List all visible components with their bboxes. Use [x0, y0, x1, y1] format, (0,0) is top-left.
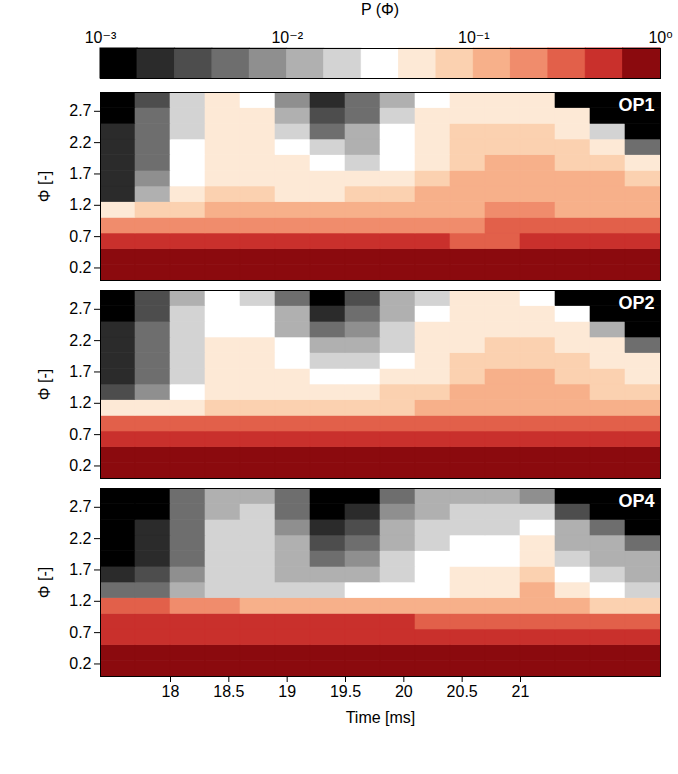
svg-text:2.7: 2.7: [69, 300, 91, 317]
svg-text:10⁻¹: 10⁻¹: [458, 29, 490, 46]
svg-text:19.5: 19.5: [330, 683, 361, 700]
svg-text:1.7: 1.7: [69, 165, 91, 182]
svg-text:2.7: 2.7: [69, 498, 91, 515]
svg-text:10⁻³: 10⁻³: [85, 29, 117, 46]
svg-text:20: 20: [395, 683, 413, 700]
svg-text:0.2: 0.2: [69, 655, 91, 672]
svg-text:18.5: 18.5: [213, 683, 244, 700]
svg-text:0.2: 0.2: [69, 457, 91, 474]
svg-text:2.2: 2.2: [69, 530, 91, 547]
svg-text:21: 21: [512, 683, 530, 700]
svg-text:OP4: OP4: [618, 491, 654, 511]
svg-text:2.2: 2.2: [69, 134, 91, 151]
svg-text:1.2: 1.2: [69, 196, 91, 213]
svg-text:1.7: 1.7: [69, 561, 91, 578]
svg-text:2.2: 2.2: [69, 332, 91, 349]
svg-text:Φ [-]: Φ [-]: [36, 171, 53, 202]
svg-text:20.5: 20.5: [447, 683, 478, 700]
svg-text:19: 19: [278, 683, 296, 700]
svg-text:10⁻²: 10⁻²: [271, 29, 303, 46]
svg-text:10⁰: 10⁰: [648, 29, 672, 46]
svg-text:0.7: 0.7: [69, 426, 91, 443]
svg-text:18: 18: [162, 683, 180, 700]
svg-text:1.7: 1.7: [69, 363, 91, 380]
svg-text:0.7: 0.7: [69, 624, 91, 641]
svg-text:0.7: 0.7: [69, 228, 91, 245]
svg-text:1.2: 1.2: [69, 394, 91, 411]
svg-text:2.7: 2.7: [69, 102, 91, 119]
svg-text:0.2: 0.2: [69, 259, 91, 276]
svg-text:OP2: OP2: [618, 293, 654, 313]
html-text:P (Φ): P (Φ): [360, 1, 400, 18]
svg-text:Time [ms]: Time [ms]: [346, 709, 416, 726]
svg-text:OP1: OP1: [618, 95, 654, 115]
svg-text:Φ [-]: Φ [-]: [36, 567, 53, 598]
svg-text:1.2: 1.2: [69, 592, 91, 609]
svg-text:Φ [-]: Φ [-]: [36, 369, 53, 400]
